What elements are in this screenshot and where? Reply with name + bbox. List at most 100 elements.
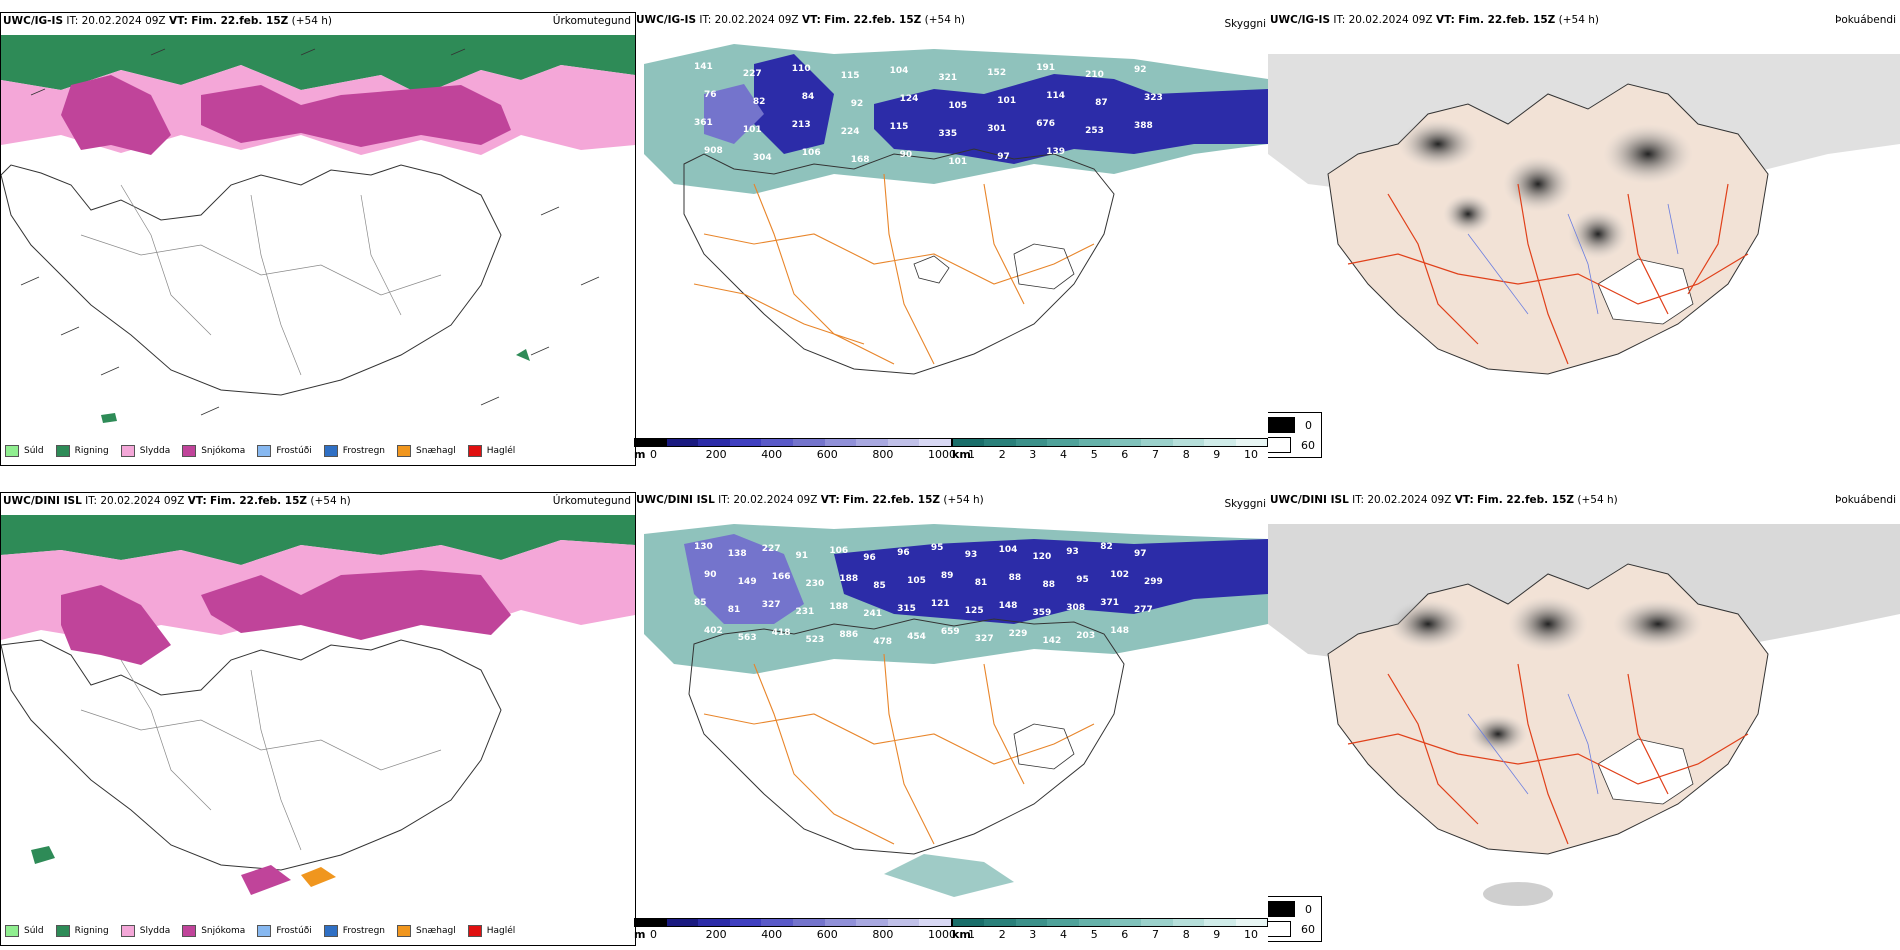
cloud-base-label: 138 [728, 549, 747, 559]
cloud-base-label: 93 [1066, 547, 1079, 557]
cloud-base-label: 213 [792, 120, 811, 130]
cloud-base-label: 115 [890, 122, 909, 132]
scale-swatch [1204, 919, 1236, 926]
cloud-base-label: 308 [1066, 603, 1085, 613]
scale-swatch [792, 439, 825, 446]
scale-tick: 0 [650, 448, 657, 461]
scale-bar [952, 918, 1268, 927]
cloud-panel-top: UWC/IG-IS IT: 20.02.2024 09Z VT: Fim. 22… [634, 12, 1268, 464]
cloud-base-label: 101 [997, 96, 1016, 106]
scale-swatch [856, 919, 888, 926]
legend-item: Slydda [120, 445, 170, 457]
cloud-base-label: 227 [762, 544, 781, 554]
legend-item: Slydda [120, 925, 170, 937]
scale-tick: 5 [1090, 448, 1098, 461]
panel-title: Úrkomutegund [552, 15, 631, 27]
scale-swatch [666, 439, 699, 446]
cloud-base-label: 106 [802, 148, 821, 158]
cloud-base-label: 315 [897, 604, 916, 614]
cloud-base-label: 148 [999, 601, 1018, 611]
panel-title: Úrkomutegund [552, 495, 631, 507]
cloud-base-label: 91 [796, 551, 809, 561]
panel-title: Skyggni [1224, 498, 1267, 510]
cloud-panel-bottom: UWC/DINI ISL IT: 20.02.2024 09Z VT: Fim.… [634, 492, 1268, 944]
legend-item: Snjókoma [182, 925, 245, 937]
cloud-base-label: 84 [802, 92, 815, 102]
scale-swatch [887, 919, 920, 926]
fog-map [1268, 54, 1900, 375]
cloud-base-label: 323 [1144, 93, 1163, 103]
panel-title: Þokuábendi [1835, 494, 1896, 506]
scale-tick: 1 [968, 928, 975, 941]
scale-swatch [1110, 439, 1142, 446]
legend-item: Haglél [467, 445, 515, 457]
legend-swatch [397, 925, 412, 937]
cloud-base-label: 166 [772, 572, 791, 582]
scale-tick: 1000 [928, 448, 956, 461]
cloud-base-label: 230 [806, 579, 825, 589]
scale-swatch [1141, 439, 1173, 446]
legend-swatch [182, 445, 197, 457]
cloud-base-label: 886 [839, 630, 858, 640]
scale-tick: 800 [872, 928, 894, 941]
legend-swatch [120, 925, 135, 937]
cloud-base-label: 359 [1033, 608, 1052, 618]
legend-item: Súld [5, 445, 44, 457]
legend-item: Súld [5, 925, 44, 937]
cloud-base-label: 231 [796, 607, 815, 617]
cloud-base-label: 125 [965, 606, 984, 616]
fog-legend: 0 60 [1268, 412, 1322, 458]
cloud-base-label: 121 [931, 599, 950, 609]
scale-swatch [856, 439, 888, 446]
scale-tick: 600 [816, 928, 838, 941]
fog-legend-item: 60 [1268, 437, 1315, 453]
cloud-base-label: 124 [900, 94, 919, 104]
cloud-base-label: 96 [863, 553, 876, 563]
cloud-base-label: 229 [1009, 629, 1028, 639]
scale-swatch [792, 919, 825, 926]
cloud-base-label: 120 [1033, 552, 1052, 562]
panel-header: UWC/IG-IS IT: 20.02.2024 09Z VT: Fim. 22… [3, 15, 332, 27]
legend-item: Rigning [55, 925, 109, 937]
cloud-base-label: 104 [999, 545, 1018, 555]
legend-item: Haglél [467, 925, 515, 937]
cloud-base-label: 224 [841, 127, 860, 137]
cloud-base-label: 253 [1085, 126, 1104, 136]
cloud-base-label: 115 [841, 71, 860, 81]
cloud-base-label: 87 [1095, 98, 1108, 108]
precip-panel-bottom: UWC/DINI ISL IT: 20.02.2024 09Z VT: Fim.… [0, 492, 636, 946]
cloud-base-label: 141 [694, 62, 713, 72]
panel-header: UWC/IG-IS IT: 20.02.2024 09Z VT: Fim. 22… [636, 14, 965, 26]
legend-item: Rigning [55, 445, 109, 457]
cloud-base-scale: m 0 200 400 600 800 1000 [634, 916, 956, 944]
panel-header: UWC/IG-IS IT: 20.02.2024 09Z VT: Fim. 22… [1270, 14, 1599, 26]
cloud-base-label: 89 [941, 571, 954, 581]
fog-legend-item: 0 [1268, 901, 1315, 917]
legend-swatch [5, 925, 19, 937]
legend-item: Snjókoma [182, 445, 245, 457]
scale-swatch [729, 919, 762, 926]
cloud-base-label: 301 [987, 124, 1006, 134]
cloud-base-label: 97 [997, 152, 1010, 162]
scale-unit: m [634, 928, 646, 941]
cloud-base-label: 90 [704, 570, 717, 580]
scale-swatch [635, 439, 667, 446]
precip-map [1, 515, 635, 920]
cloud-base-label: 76 [704, 90, 717, 100]
scale-unit: m [634, 448, 646, 461]
cloud-base-label: 88 [1009, 573, 1022, 583]
legend-item: Snæhagl [397, 445, 456, 457]
scale-tick: 200 [705, 928, 727, 941]
scale-tick: 1 [968, 448, 975, 461]
fog-legend-label: 60 [1301, 438, 1315, 452]
scale-tick: 9 [1213, 928, 1221, 941]
cloud-base-label: 82 [1100, 542, 1113, 552]
fog-legend-swatch [1268, 417, 1295, 433]
scale-swatch [1047, 439, 1079, 446]
scale-unit: km [952, 448, 971, 461]
cloud-base-label: 149 [738, 577, 757, 587]
legend-item: Frostúði [257, 445, 312, 457]
scale-swatch [1078, 919, 1111, 926]
cloud-base-label: 105 [948, 101, 967, 111]
panel-title: Þokuábendi [1835, 14, 1896, 26]
